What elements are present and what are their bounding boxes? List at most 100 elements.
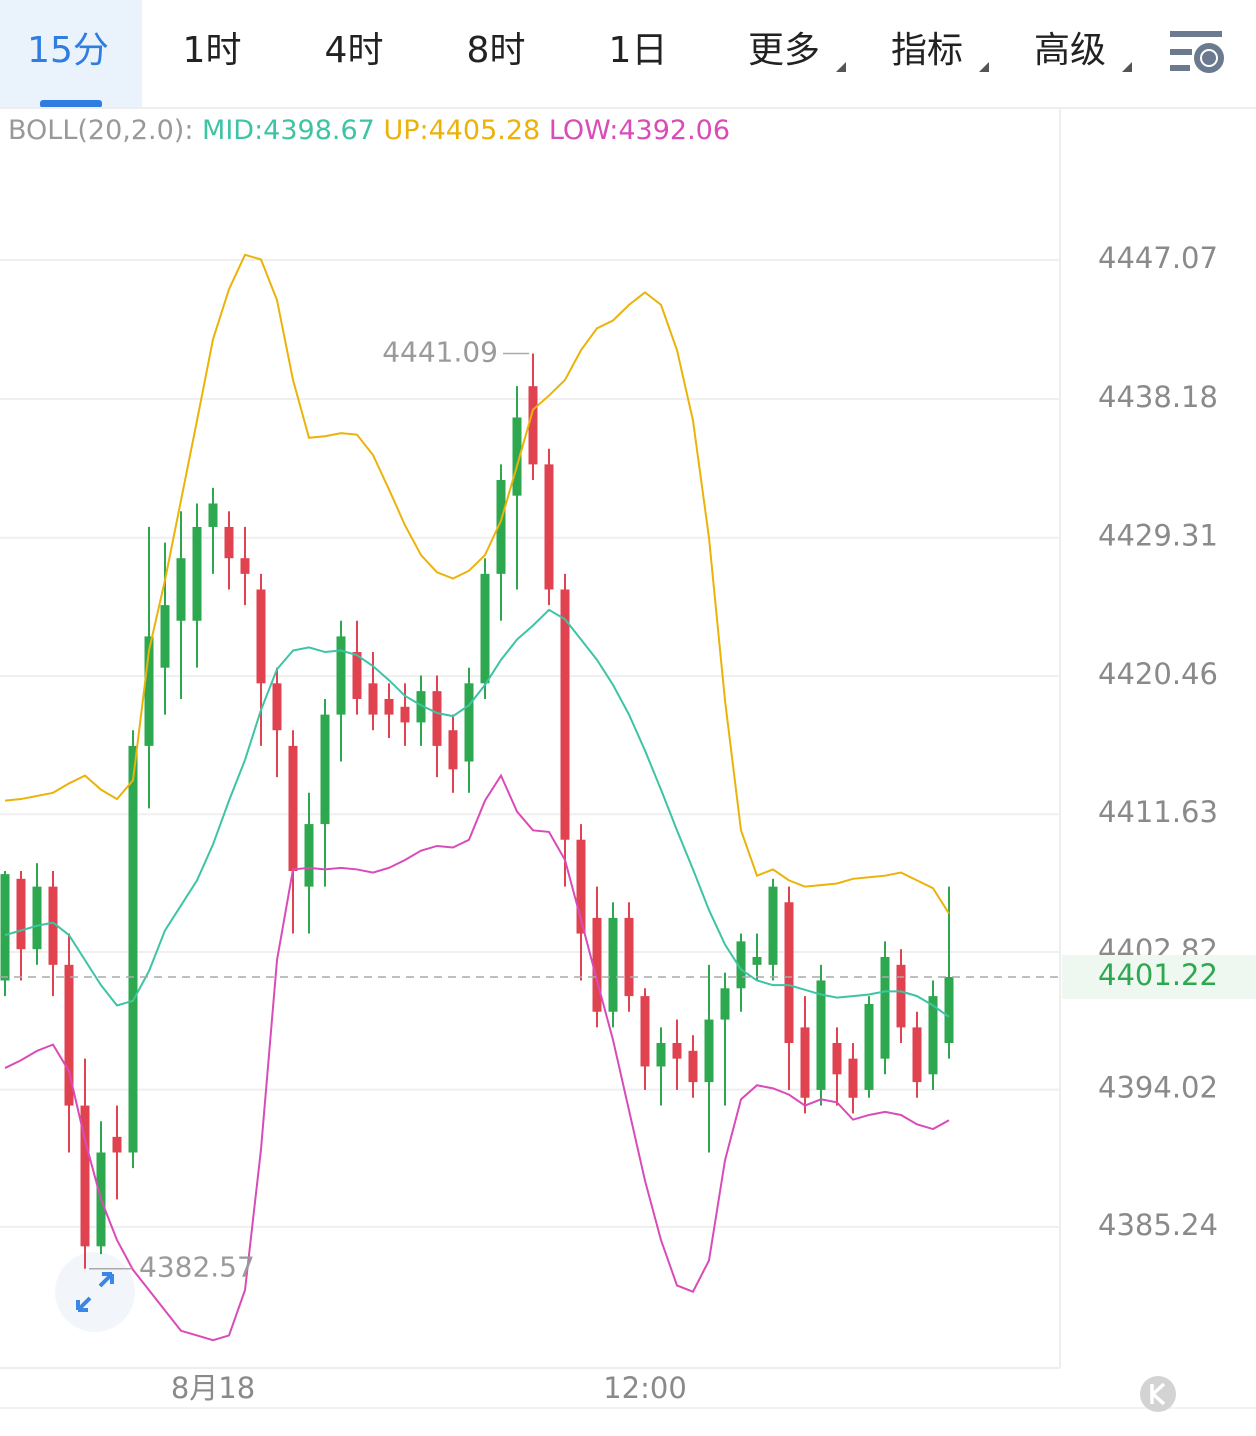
band-line xyxy=(4,253,950,915)
y-tick-label: 4438.18 xyxy=(1098,380,1218,414)
candle-body xyxy=(192,526,202,621)
indicator-legend: BOLL(20,2.0): MID:4398.67 UP:4405.28 LOW… xyxy=(8,115,730,146)
candle-body xyxy=(768,886,778,965)
candle-body xyxy=(464,683,474,762)
tab[interactable]: 15分 xyxy=(27,30,109,71)
tab[interactable]: 指标 xyxy=(891,30,963,71)
candle-body xyxy=(640,996,650,1067)
y-tick-label: 4385.24 xyxy=(1098,1208,1218,1242)
min-annotation: 4382.57 xyxy=(139,1251,255,1284)
candle-body xyxy=(848,1058,858,1098)
max-annotation: 4441.09 xyxy=(382,335,498,368)
candle-body xyxy=(400,706,410,723)
candle-body xyxy=(592,917,602,1012)
tab[interactable]: 4时 xyxy=(325,30,384,71)
candle-body xyxy=(240,558,250,574)
candle-body xyxy=(832,1043,842,1075)
band-line xyxy=(4,773,950,1342)
candle-body xyxy=(928,996,938,1075)
candle-body xyxy=(672,1043,682,1059)
candle-body xyxy=(656,1043,666,1067)
candle-body xyxy=(800,1027,810,1098)
candle-body xyxy=(144,636,154,746)
legend-item: MID:4398.67 xyxy=(202,115,375,146)
candle-body xyxy=(896,964,906,1028)
candle-body xyxy=(912,1027,922,1083)
candle-body xyxy=(544,464,554,590)
candle-body xyxy=(208,503,218,527)
legend-item: UP:4405.28 xyxy=(383,115,540,146)
candle-body xyxy=(688,1050,698,1083)
candle-body xyxy=(880,957,890,1059)
candle-body xyxy=(560,589,570,840)
candle-body xyxy=(752,957,762,965)
candle-body xyxy=(576,839,586,934)
kline-button[interactable] xyxy=(1140,1376,1176,1412)
candle-body xyxy=(0,874,10,981)
candle-body xyxy=(496,480,506,574)
x-tick-label: 12:00 xyxy=(603,1371,687,1405)
settings-icon[interactable] xyxy=(1170,31,1224,73)
candle-body xyxy=(816,980,826,1090)
y-tick-label: 4411.63 xyxy=(1098,795,1218,829)
candle-body xyxy=(624,917,634,997)
candle-body xyxy=(304,824,314,887)
candle-body xyxy=(160,605,170,668)
active-tab-bg xyxy=(0,0,142,108)
candle-body xyxy=(944,977,954,1044)
candle-body xyxy=(112,1136,122,1153)
candle-body xyxy=(48,886,58,965)
candle-body xyxy=(368,683,378,715)
candle-body xyxy=(32,886,42,950)
last-price-label: 4401.22 xyxy=(1098,958,1218,992)
candle-body xyxy=(784,902,794,1044)
indicator-label: BOLL(20,2.0): xyxy=(8,115,193,146)
x-tick-label: 8月18 xyxy=(171,1371,255,1405)
y-tick-label: 4447.07 xyxy=(1098,241,1218,275)
candle-body xyxy=(176,558,186,621)
band-line xyxy=(4,608,950,1018)
dropdown-mark xyxy=(1122,62,1132,72)
candle-body xyxy=(448,730,458,770)
candle-body xyxy=(432,691,442,746)
tab[interactable]: 1时 xyxy=(183,30,242,71)
dropdown-mark xyxy=(979,62,989,72)
y-tick-label: 4420.46 xyxy=(1098,657,1218,691)
candle-body xyxy=(16,878,26,950)
dropdown-mark xyxy=(836,62,846,72)
legend-item: LOW:4392.06 xyxy=(549,115,730,146)
candle-body xyxy=(704,1019,714,1083)
tab[interactable]: 高级 xyxy=(1034,30,1106,71)
candle-body xyxy=(528,386,538,465)
y-tick-label: 4429.31 xyxy=(1098,519,1218,553)
plot: 4447.074438.184429.314420.464411.634402.… xyxy=(0,241,1256,1405)
candle-body xyxy=(272,683,282,731)
tab[interactable]: 8时 xyxy=(467,30,526,71)
active-tab-underline xyxy=(40,100,102,108)
candle-body xyxy=(608,917,618,1012)
candle-body xyxy=(224,526,234,559)
toolbar: 15分 1时 4时 8时 1日 更多 指标 高级 xyxy=(0,0,1256,109)
candle-body xyxy=(736,941,746,989)
tab[interactable]: 更多 xyxy=(748,30,820,71)
candle-body xyxy=(320,714,330,825)
candle-body xyxy=(352,652,362,699)
candle-body xyxy=(336,636,346,715)
expand-button[interactable] xyxy=(55,1252,135,1332)
last-price-bg xyxy=(1062,955,1256,1000)
candle-body xyxy=(864,1003,874,1090)
candle-body xyxy=(720,988,730,1020)
candle-body xyxy=(512,417,522,496)
tab[interactable]: 1日 xyxy=(609,30,668,71)
candle-body xyxy=(80,1105,90,1247)
candle-body xyxy=(384,698,394,715)
candle-body xyxy=(480,573,490,684)
candle-body xyxy=(288,745,298,871)
candle-body xyxy=(64,964,74,1106)
candle-body xyxy=(128,745,138,1153)
y-tick-label: 4394.02 xyxy=(1098,1071,1218,1105)
candle-body xyxy=(416,691,426,723)
candle-body xyxy=(256,589,266,684)
